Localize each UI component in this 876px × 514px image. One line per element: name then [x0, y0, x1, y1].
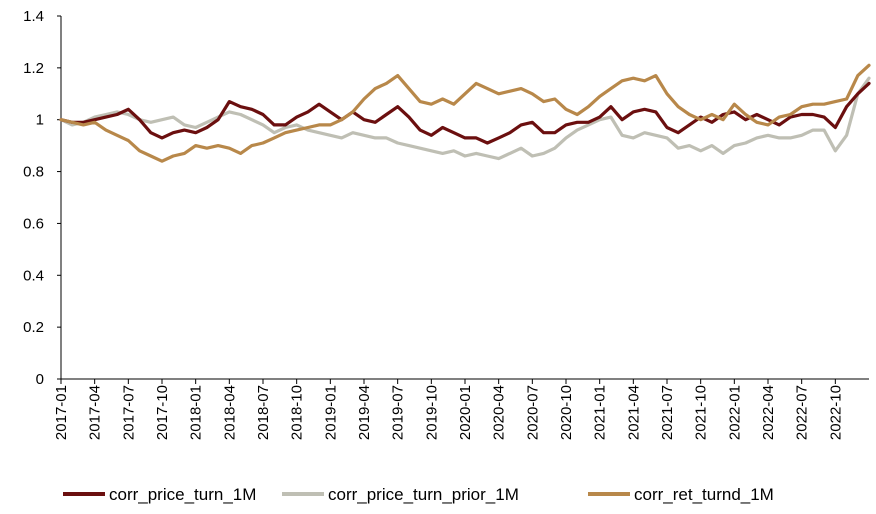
series-line-corr_ret_turnd_1M	[59, 63, 871, 163]
x-tick-label: 2021-01	[592, 385, 609, 440]
x-axis-ticks: 2017-01 2017-04 2017-07 2017-10 2018-01 2018-…	[53, 379, 844, 440]
x-tick-label: 2019-10	[423, 385, 440, 440]
x-tick-label: 2018-04	[221, 385, 238, 440]
x-tick-label: 2020-04	[491, 385, 508, 440]
x-tick-label: 2019-01	[322, 385, 339, 440]
legend-label: corr_ret_turnd_1M	[634, 485, 774, 504]
x-tick-label: 2020-10	[558, 385, 575, 440]
x-tick-label: 2018-07	[255, 385, 272, 440]
x-tick-label: 2017-10	[154, 385, 171, 440]
y-tick-label: 0	[36, 371, 44, 388]
x-tick-label: 2021-07	[659, 385, 676, 440]
y-tick-label: 1.4	[23, 8, 44, 25]
y-tick-label: 1	[36, 112, 44, 129]
x-tick-label: 2020-01	[457, 385, 474, 440]
x-tick-label: 2020-07	[524, 385, 541, 440]
series-lines	[59, 63, 871, 163]
x-tick-label: 2022-07	[794, 385, 811, 440]
x-tick-label: 2017-07	[120, 385, 137, 440]
y-tick-label: 1.2	[23, 60, 44, 77]
x-tick-label: 2019-04	[356, 385, 373, 440]
series-line-corr_price_turn_prior_1M	[59, 76, 871, 161]
chart-legend: corr_price_turn_1M corr_price_turn_prior_…	[63, 485, 774, 504]
x-tick-label: 2017-04	[87, 385, 104, 440]
y-axis-ticks: 0 0.2 0.4 0.6 0.8 1 1.2 1.4	[23, 8, 61, 388]
legend-label: corr_price_turn_1M	[109, 485, 256, 504]
x-tick-label: 2022-01	[726, 385, 743, 440]
y-tick-label: 0.2	[23, 319, 44, 336]
x-tick-label: 2019-07	[390, 385, 407, 440]
legend-label: corr_price_turn_prior_1M	[328, 485, 519, 504]
x-tick-label: 2017-01	[53, 385, 70, 440]
y-tick-label: 0.4	[23, 267, 44, 284]
chart-axes	[60, 16, 869, 380]
y-tick-label: 0.6	[23, 215, 44, 232]
x-tick-label: 2022-04	[760, 385, 777, 440]
x-tick-label: 2021-04	[625, 385, 642, 440]
y-tick-label: 0.8	[23, 164, 44, 181]
x-tick-label: 2022-10	[827, 385, 844, 440]
x-tick-label: 2018-01	[188, 385, 205, 440]
x-tick-label: 2021-10	[693, 385, 710, 440]
series-line-corr_price_turn_1M	[59, 81, 871, 145]
x-tick-label: 2018-10	[289, 385, 306, 440]
